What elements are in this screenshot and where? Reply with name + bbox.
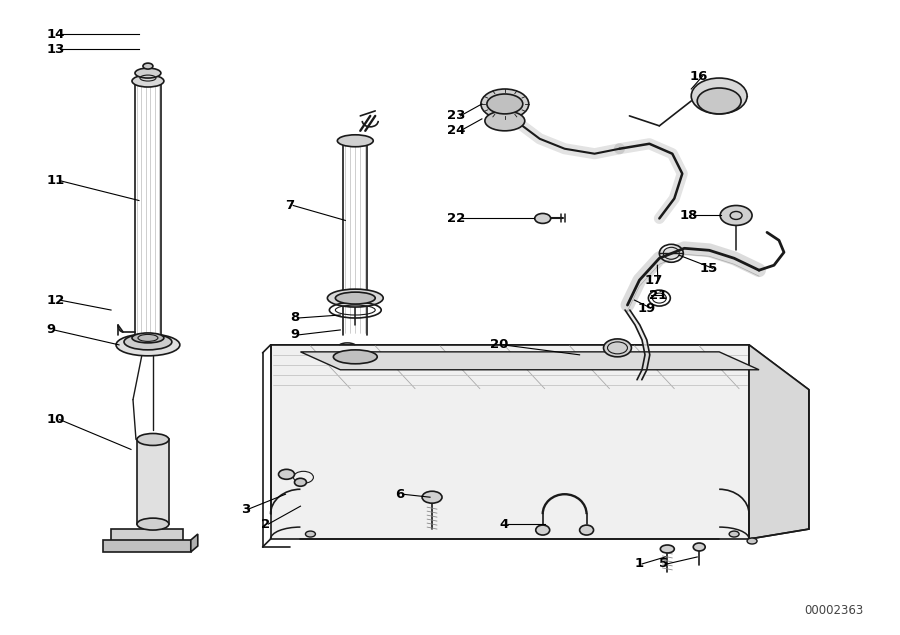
Text: 15: 15	[699, 262, 717, 275]
Ellipse shape	[535, 213, 551, 224]
Text: 9: 9	[46, 323, 56, 337]
Ellipse shape	[143, 63, 153, 69]
Ellipse shape	[116, 334, 180, 356]
Ellipse shape	[481, 89, 529, 119]
Ellipse shape	[720, 206, 752, 225]
Ellipse shape	[536, 525, 550, 535]
Text: 1: 1	[634, 558, 644, 570]
Ellipse shape	[137, 434, 169, 445]
Ellipse shape	[336, 292, 375, 304]
Text: 16: 16	[689, 70, 707, 83]
Ellipse shape	[693, 543, 706, 551]
Text: 7: 7	[285, 199, 294, 212]
Text: 4: 4	[500, 518, 509, 531]
Ellipse shape	[278, 469, 294, 479]
Ellipse shape	[747, 538, 757, 544]
Ellipse shape	[485, 111, 525, 131]
Polygon shape	[111, 529, 183, 544]
Text: 22: 22	[447, 212, 465, 225]
Text: 11: 11	[46, 174, 65, 187]
Text: 21: 21	[650, 288, 668, 302]
Text: 19: 19	[637, 302, 656, 314]
Text: 9: 9	[291, 328, 300, 342]
Ellipse shape	[338, 135, 374, 147]
Ellipse shape	[698, 88, 741, 114]
Ellipse shape	[294, 478, 306, 486]
Ellipse shape	[124, 334, 172, 350]
Ellipse shape	[580, 525, 594, 535]
Ellipse shape	[661, 545, 674, 553]
Ellipse shape	[729, 531, 739, 537]
Polygon shape	[191, 534, 198, 552]
Polygon shape	[749, 345, 809, 539]
Polygon shape	[271, 345, 809, 390]
Text: 5: 5	[660, 558, 669, 570]
Ellipse shape	[132, 75, 164, 87]
Text: 10: 10	[46, 413, 65, 426]
Text: 6: 6	[395, 488, 404, 501]
Text: 8: 8	[291, 312, 300, 324]
Text: 2: 2	[261, 518, 270, 531]
Text: 17: 17	[644, 274, 662, 286]
Ellipse shape	[604, 339, 632, 357]
Ellipse shape	[135, 68, 161, 78]
Ellipse shape	[333, 350, 377, 364]
Text: 14: 14	[46, 28, 65, 41]
Ellipse shape	[305, 531, 315, 537]
Ellipse shape	[132, 333, 164, 343]
Text: 20: 20	[490, 338, 508, 351]
Text: 24: 24	[447, 124, 465, 137]
Text: 18: 18	[680, 209, 698, 222]
Text: 12: 12	[46, 293, 65, 307]
Text: 3: 3	[240, 503, 250, 516]
Ellipse shape	[487, 94, 523, 114]
Text: 23: 23	[447, 109, 465, 123]
Polygon shape	[137, 439, 169, 524]
Text: 13: 13	[46, 43, 65, 56]
Ellipse shape	[422, 491, 442, 503]
Ellipse shape	[691, 78, 747, 114]
Polygon shape	[301, 352, 759, 370]
Polygon shape	[271, 345, 749, 539]
Ellipse shape	[137, 518, 169, 530]
Text: 00002363: 00002363	[805, 604, 864, 617]
Ellipse shape	[328, 289, 383, 307]
Polygon shape	[104, 540, 191, 552]
